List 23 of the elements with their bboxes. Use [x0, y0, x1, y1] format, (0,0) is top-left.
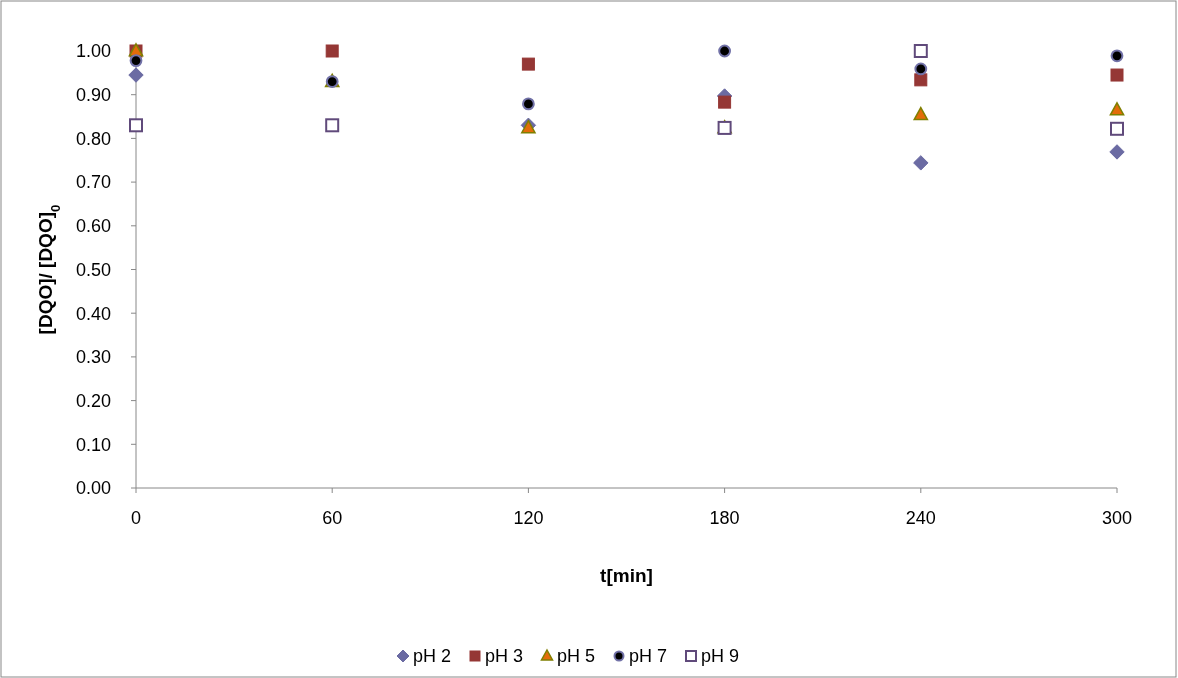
y-tick-label: 0.10 — [75, 434, 111, 455]
y-tick-label: 0.70 — [75, 172, 111, 193]
legend-label: pH 2 — [413, 646, 452, 667]
y-tick-label: 0.80 — [75, 128, 111, 149]
y-tick-label: 0.40 — [75, 303, 111, 324]
y-tick-label: 0.00 — [75, 478, 111, 499]
legend-label: pH 7 — [629, 646, 668, 667]
y-tick-label: 1.00 — [75, 41, 111, 62]
x-tick-label: 180 — [709, 508, 740, 528]
x-tick-label: 300 — [1101, 508, 1133, 528]
legend-label: pH 3 — [485, 646, 524, 667]
y-tick-label: 0.60 — [75, 216, 111, 237]
x-tick-label: 60 — [322, 508, 343, 528]
x-tick-label: 240 — [905, 508, 936, 528]
x-axis-title: t[min] — [600, 565, 653, 586]
x-tick-label: 0 — [130, 508, 142, 528]
y-tick-label: 0.50 — [75, 259, 111, 280]
y-tick-label: 0.30 — [75, 347, 111, 368]
legend-label: pH 9 — [701, 646, 740, 667]
y-tick-label: 0.90 — [75, 85, 111, 105]
x-tick-label: 120 — [513, 508, 544, 528]
legend-label: pH 5 — [557, 646, 596, 667]
y-tick-label: 0.20 — [75, 390, 111, 411]
